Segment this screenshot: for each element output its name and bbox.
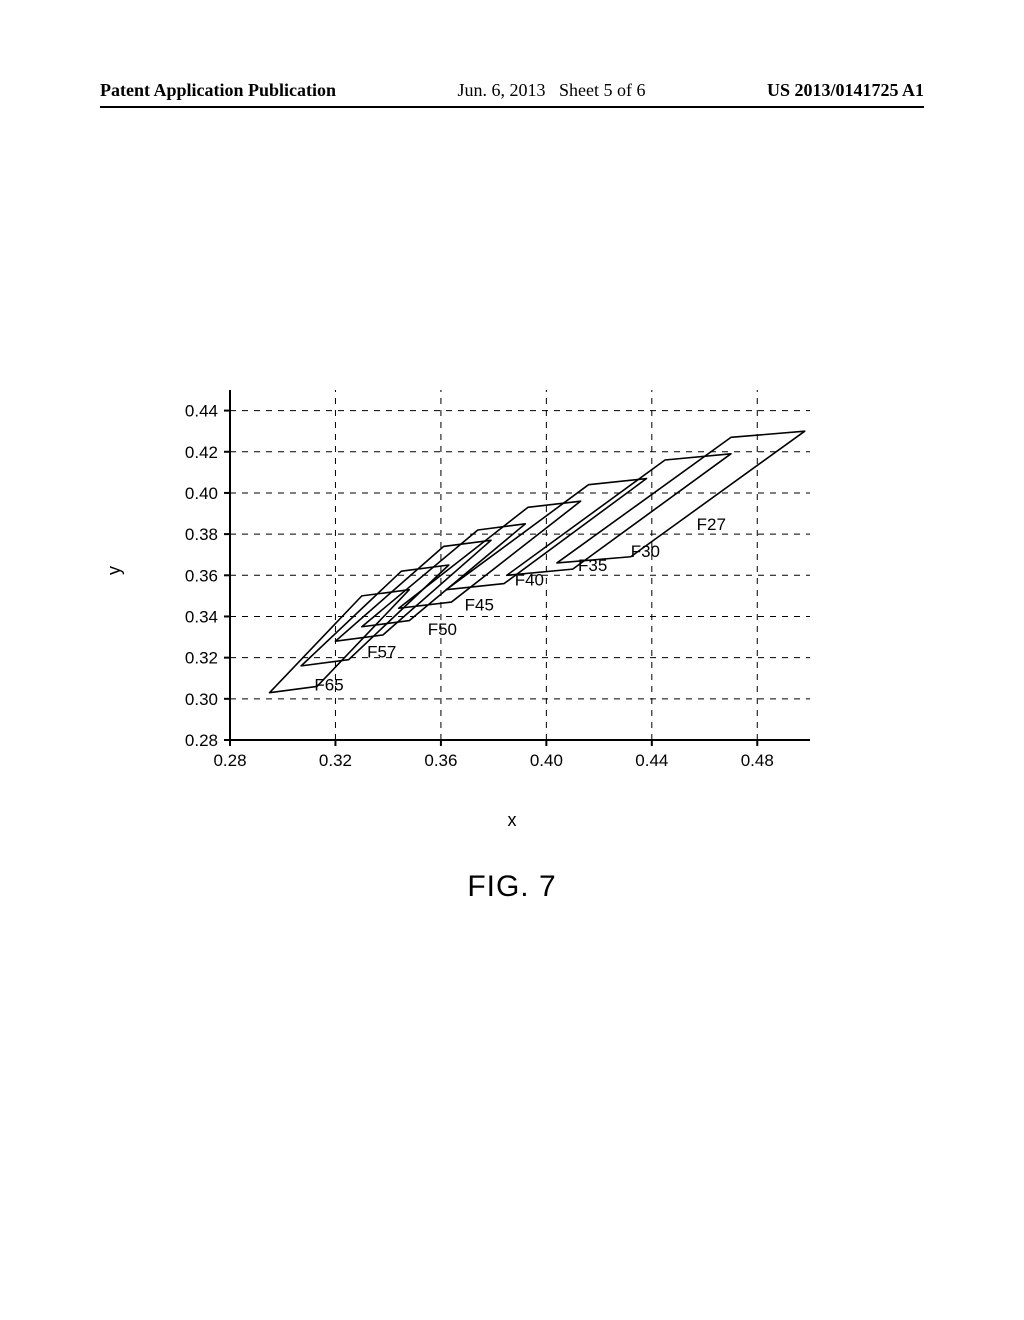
bin-label: F27	[697, 515, 726, 534]
chromaticity-chart: 0.28 0.30 0.32 0.34 0.36 0.38 0.40 0.42 0.44 0.28…	[150, 380, 870, 800]
chromaticity-bin	[557, 431, 805, 563]
chromaticity-bin	[399, 501, 581, 608]
bin-label: F65	[314, 676, 343, 695]
bin-label: F57	[367, 643, 396, 662]
header-pub-number: US 2013/0141725 A1	[767, 80, 924, 101]
x-tick-label: 0.48	[741, 751, 774, 770]
y-tick-label: 0.34	[185, 607, 218, 626]
y-tick-label: 0.30	[185, 690, 218, 709]
bin-label: F30	[631, 542, 660, 561]
y-tick-label: 0.40	[185, 484, 218, 503]
header-date: Jun. 6, 2013	[458, 80, 546, 100]
x-tick-label: 0.28	[213, 751, 246, 770]
x-tick-label: 0.40	[530, 751, 563, 770]
x-tick-label: 0.36	[424, 751, 457, 770]
y-tick-label: 0.36	[185, 566, 218, 585]
figure-caption: FIG. 7	[0, 870, 1024, 904]
y-tick-label: 0.28	[185, 731, 218, 750]
x-tick-label: 0.44	[635, 751, 668, 770]
y-tick-label: 0.38	[185, 525, 218, 544]
header-sheet: Sheet 5 of 6	[559, 80, 645, 100]
header-rule	[100, 106, 924, 108]
x-tick-label: 0.32	[319, 751, 352, 770]
header-date-sheet: Jun. 6, 2013 Sheet 5 of 6	[458, 80, 646, 101]
y-axis-label: y	[104, 566, 125, 575]
bin-label: F45	[465, 595, 494, 614]
page: Patent Application Publication Jun. 6, 2…	[0, 0, 1024, 1320]
y-tick-label: 0.32	[185, 649, 218, 668]
x-axis-label: x	[0, 810, 1024, 831]
y-tick-label: 0.42	[185, 443, 218, 462]
header-publication-label: Patent Application Publication	[100, 80, 336, 101]
chromaticity-bin	[335, 540, 491, 641]
page-header: Patent Application Publication Jun. 6, 2…	[100, 80, 924, 101]
y-tick-label: 0.44	[185, 402, 218, 421]
figure-container: 0.28 0.30 0.32 0.34 0.36 0.38 0.40 0.42 0.44 0.28…	[150, 380, 870, 805]
bin-label: F50	[428, 620, 457, 639]
